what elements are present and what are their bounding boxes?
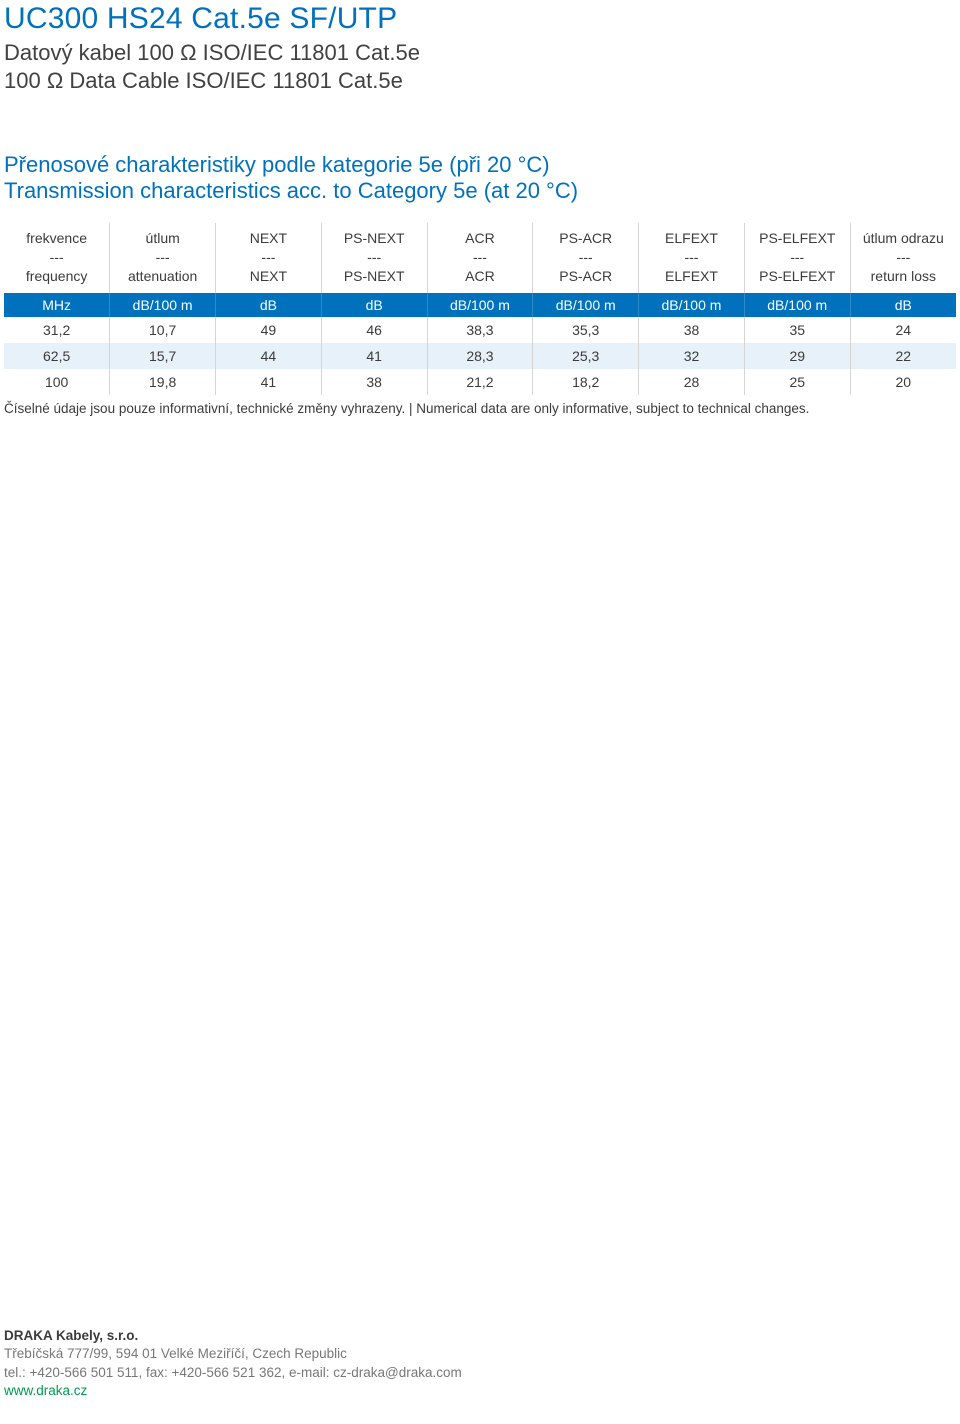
table-row: 31,2 10,7 49 46 38,3 35,3 38 35 24 (4, 317, 956, 343)
cell: 44 (216, 343, 322, 369)
cell: 25,3 (533, 343, 639, 369)
table-footnote: Číselné údaje jsou pouze informativní, t… (4, 401, 956, 416)
col-header: ACR --- ACR (427, 223, 533, 294)
cell: 35,3 (533, 317, 639, 343)
col-header: PS-ELFEXT --- PS-ELFEXT (744, 223, 850, 294)
cell: 49 (216, 317, 322, 343)
cell: 41 (321, 343, 427, 369)
cell: 25 (744, 369, 850, 395)
page-title: UC300 HS24 Cat.5e SF/UTP (4, 2, 956, 36)
cell: 41 (216, 369, 322, 395)
footer-web: www.draka.cz (4, 1382, 462, 1400)
footer-company: DRAKA Kabely, s.r.o. (4, 1327, 462, 1345)
subtitle-en: 100 Ω Data Cable ISO/IEC 11801 Cat.5e (4, 68, 956, 94)
col-header: PS-NEXT --- PS-NEXT (321, 223, 427, 294)
cell: 35 (744, 317, 850, 343)
cell: 28,3 (427, 343, 533, 369)
unit-cell: dB/100 m (427, 293, 533, 317)
cell: 24 (850, 317, 956, 343)
cell: 32 (639, 343, 745, 369)
unit-cell: dB/100 m (533, 293, 639, 317)
cell: 31,2 (4, 317, 110, 343)
cell: 38 (639, 317, 745, 343)
table-units-row: MHz dB/100 m dB dB dB/100 m dB/100 m dB/… (4, 293, 956, 317)
cell: 29 (744, 343, 850, 369)
unit-cell: dB/100 m (639, 293, 745, 317)
subtitle-cz: Datový kabel 100 Ω ISO/IEC 11801 Cat.5e (4, 40, 956, 66)
cell: 20 (850, 369, 956, 395)
cell: 28 (639, 369, 745, 395)
unit-cell: dB/100 m (110, 293, 216, 317)
page-footer: DRAKA Kabely, s.r.o. Třebíčská 777/99, 5… (4, 1327, 462, 1400)
cell: 18,2 (533, 369, 639, 395)
cell: 62,5 (4, 343, 110, 369)
cell: 10,7 (110, 317, 216, 343)
unit-cell: dB (216, 293, 322, 317)
cell: 38,3 (427, 317, 533, 343)
unit-cell: dB (321, 293, 427, 317)
unit-cell: dB/100 m (744, 293, 850, 317)
table-row: 100 19,8 41 38 21,2 18,2 28 25 20 (4, 369, 956, 395)
table-row: 62,5 15,7 44 41 28,3 25,3 32 29 22 (4, 343, 956, 369)
cell: 22 (850, 343, 956, 369)
cell: 38 (321, 369, 427, 395)
footer-address: Třebíčská 777/99, 594 01 Velké Meziříčí,… (4, 1345, 462, 1363)
col-header: PS-ACR --- PS-ACR (533, 223, 639, 294)
table-header-row: frekvence --- frequency útlum --- attenu… (4, 223, 956, 294)
col-header: útlum odrazu --- return loss (850, 223, 956, 294)
cell: 21,2 (427, 369, 533, 395)
col-header: ELFEXT --- ELFEXT (639, 223, 745, 294)
col-header: NEXT --- NEXT (216, 223, 322, 294)
transmission-table: frekvence --- frequency útlum --- attenu… (4, 223, 956, 396)
col-header: frekvence --- frequency (4, 223, 110, 294)
section-heading-en: Transmission characteristics acc. to Cat… (4, 178, 956, 204)
cell: 100 (4, 369, 110, 395)
col-header: útlum --- attenuation (110, 223, 216, 294)
footer-contact: tel.: +420-566 501 511, fax: +420-566 52… (4, 1364, 462, 1382)
unit-cell: dB (850, 293, 956, 317)
unit-cell: MHz (4, 293, 110, 317)
cell: 15,7 (110, 343, 216, 369)
cell: 46 (321, 317, 427, 343)
cell: 19,8 (110, 369, 216, 395)
section-heading-cz: Přenosové charakteristiky podle kategori… (4, 152, 956, 178)
